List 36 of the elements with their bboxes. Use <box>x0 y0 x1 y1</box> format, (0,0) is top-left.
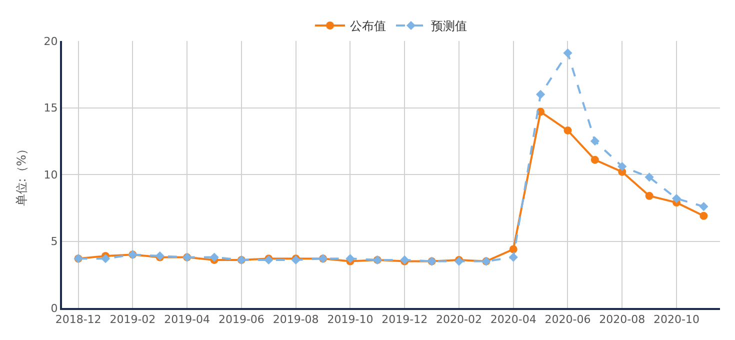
x-tick-label: 2020-08 <box>599 313 646 326</box>
point <box>590 156 599 164</box>
y-tick-label: 5 <box>50 235 58 248</box>
x-tick-label: 2020-04 <box>490 313 536 326</box>
y-tick-label: 10 <box>44 168 58 182</box>
x-tick-label: 2020-06 <box>544 313 591 326</box>
x-tick-label: 2019-12 <box>382 313 428 326</box>
y-axis-title: 单位:（%） <box>14 142 29 206</box>
point <box>645 192 654 200</box>
x-tick-label: 2019-08 <box>272 313 319 326</box>
x-tick-label: 2019-06 <box>218 313 264 326</box>
point <box>563 48 572 58</box>
legend-label: 公布值 <box>350 19 386 34</box>
x-tick-label: 2019-10 <box>327 313 374 326</box>
legend-label: 预测值 <box>431 19 467 34</box>
x-tick-label: 2020-10 <box>654 313 700 326</box>
x-tick-label: 2019-04 <box>164 313 210 326</box>
x-tick-label: 2020-02 <box>436 313 482 326</box>
point <box>618 162 627 172</box>
x-tick-label: 2018-12 <box>55 313 102 326</box>
point <box>210 252 219 262</box>
y-tick-label: 0 <box>50 302 58 315</box>
point <box>564 126 572 134</box>
point <box>590 136 600 146</box>
point <box>700 212 708 220</box>
y-tick-label: 15 <box>44 102 58 115</box>
point <box>644 172 654 182</box>
point <box>672 194 682 204</box>
point <box>508 252 518 262</box>
x-tick-label: 2019-02 <box>110 313 156 326</box>
point <box>100 254 110 264</box>
point <box>346 254 355 264</box>
point <box>699 202 708 212</box>
point <box>509 245 518 254</box>
y-tick-label: 20 <box>44 34 58 48</box>
point <box>536 90 546 99</box>
